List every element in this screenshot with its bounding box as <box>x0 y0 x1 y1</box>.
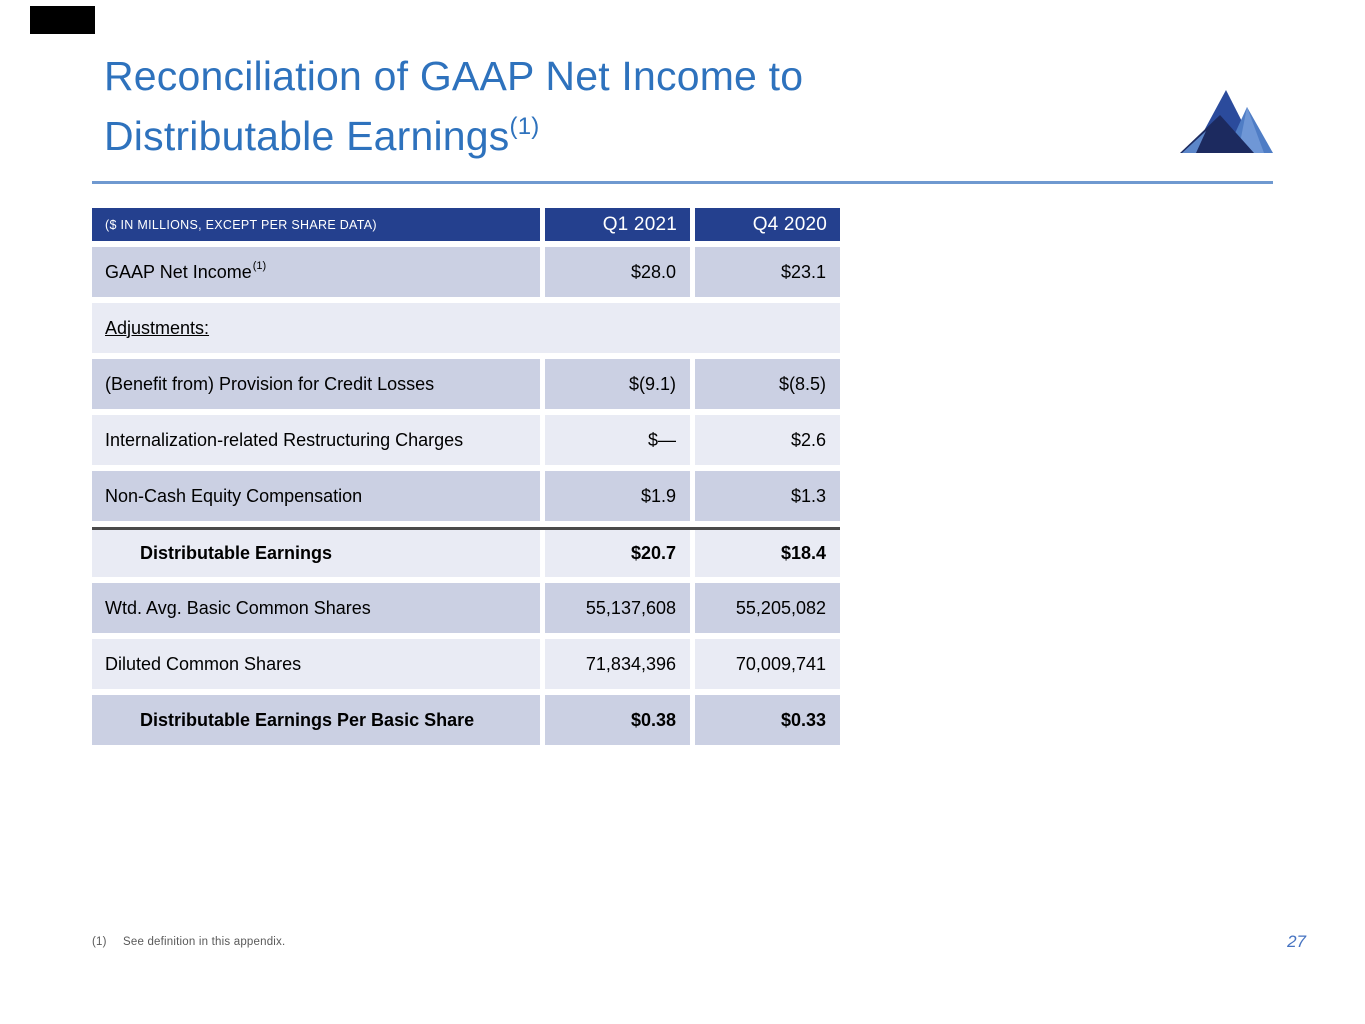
mountain-logo-icon <box>1180 90 1273 153</box>
row-q1-value: $28.0 <box>545 247 690 297</box>
table-row-restructuring-charges: Internalization-related Restructuring Ch… <box>92 415 840 465</box>
table-header-q4-2020: Q4 2020 <box>695 208 840 241</box>
table-row-gaap-net-income: GAAP Net Income (1) $28.0 $23.1 <box>92 247 840 297</box>
table-row-earnings-per-basic-share: Distributable Earnings Per Basic Share $… <box>92 695 840 745</box>
table-row-equity-compensation: Non-Cash Equity Compensation $1.9 $1.3 <box>92 471 840 521</box>
row-q1-value: $— <box>545 415 690 465</box>
row-q1-value: $20.7 <box>545 530 690 577</box>
row-label: Distributable Earnings <box>92 530 540 577</box>
row-q4-value: $23.1 <box>695 247 840 297</box>
row-q4-value: $2.6 <box>695 415 840 465</box>
row-q4-value: 70,009,741 <box>695 639 840 689</box>
title-divider <box>92 181 1273 184</box>
row-q4-value: $1.3 <box>695 471 840 521</box>
table-row-basic-shares: Wtd. Avg. Basic Common Shares 55,137,608… <box>92 583 840 633</box>
row-q4-value: $18.4 <box>695 530 840 577</box>
title-line-2: Distributable Earnings <box>104 113 510 159</box>
row-q4-value: 55,205,082 <box>695 583 840 633</box>
row-q1-value: $1.9 <box>545 471 690 521</box>
row-q4-value: $0.33 <box>695 695 840 745</box>
row-q1-value: 71,834,396 <box>545 639 690 689</box>
row-label: Diluted Common Shares <box>92 639 540 689</box>
footnote-marker: (1) <box>92 936 107 948</box>
table-header-row: ($ IN MILLIONS, EXCEPT PER SHARE DATA) Q… <box>92 208 840 241</box>
footnote: (1) See definition in this appendix. <box>92 936 285 948</box>
title-footnote-ref: (1) <box>509 113 540 140</box>
row-q4-value: $(8.5) <box>695 359 840 409</box>
row-label: Adjustments: <box>92 303 840 353</box>
row-q1-value: $0.38 <box>545 695 690 745</box>
page-title: Reconciliation of GAAP Net Income to Dis… <box>104 46 803 173</box>
title-line-1: Reconciliation of GAAP Net Income to <box>104 53 804 99</box>
row-label: Non-Cash Equity Compensation <box>92 471 540 521</box>
row-label: Wtd. Avg. Basic Common Shares <box>92 583 540 633</box>
footnote-text: See definition in this appendix. <box>123 936 286 948</box>
reconciliation-table: ($ IN MILLIONS, EXCEPT PER SHARE DATA) Q… <box>92 208 840 751</box>
black-mark <box>30 6 95 34</box>
page-number: 27 <box>1287 932 1306 951</box>
row-footnote-ref: (1) <box>252 260 267 272</box>
row-label: (Benefit from) Provision for Credit Loss… <box>92 359 540 409</box>
row-q1-value: $(9.1) <box>545 359 690 409</box>
table-row-diluted-shares: Diluted Common Shares 71,834,396 70,009,… <box>92 639 840 689</box>
row-label: Distributable Earnings Per Basic Share <box>92 695 540 745</box>
row-label: Internalization-related Restructuring Ch… <box>92 415 540 465</box>
row-q1-value: 55,137,608 <box>545 583 690 633</box>
table-row-distributable-earnings: Distributable Earnings $20.7 $18.4 <box>92 527 840 577</box>
table-row-adjustments: Adjustments: <box>92 303 840 353</box>
table-header-q1-2021: Q1 2021 <box>545 208 690 241</box>
table-header-units-label: ($ IN MILLIONS, EXCEPT PER SHARE DATA) <box>92 208 540 241</box>
row-label-text: GAAP Net Income <box>105 261 252 282</box>
row-label: GAAP Net Income (1) <box>92 247 540 297</box>
table-row-credit-losses: (Benefit from) Provision for Credit Loss… <box>92 359 840 409</box>
